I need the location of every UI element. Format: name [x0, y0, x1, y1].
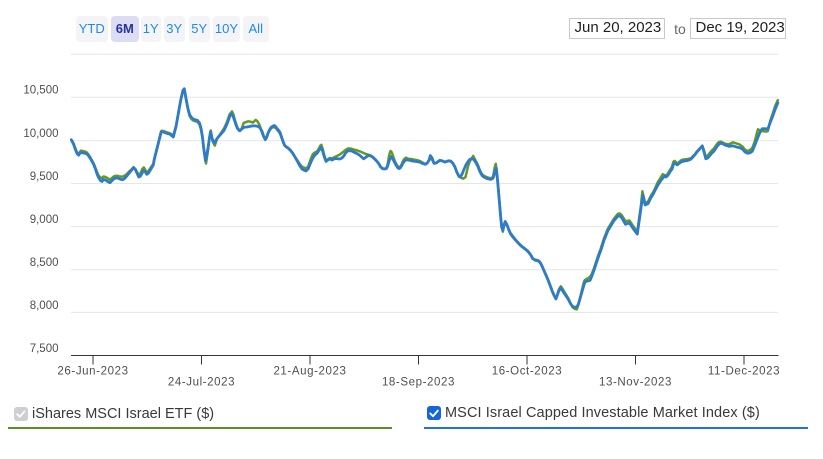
svg-text:8,000: 8,000: [30, 300, 59, 312]
svg-text:26-Jun-2023: 26-Jun-2023: [57, 365, 128, 377]
svg-text:9,000: 9,000: [30, 214, 59, 226]
svg-text:13-Nov-2023: 13-Nov-2023: [599, 376, 672, 388]
svg-text:9,500: 9,500: [30, 171, 59, 183]
svg-text:18-Sep-2023: 18-Sep-2023: [382, 376, 455, 388]
svg-text:24-Jul-2023: 24-Jul-2023: [168, 376, 235, 388]
svg-text:10,000: 10,000: [23, 128, 58, 140]
svg-text:8,500: 8,500: [30, 257, 59, 269]
svg-text:16-Oct-2023: 16-Oct-2023: [492, 365, 563, 377]
svg-text:11-Dec-2023: 11-Dec-2023: [708, 365, 780, 377]
svg-text:10,500: 10,500: [23, 85, 58, 97]
svg-text:21-Aug-2023: 21-Aug-2023: [273, 365, 346, 377]
svg-text:7,500: 7,500: [30, 343, 59, 355]
